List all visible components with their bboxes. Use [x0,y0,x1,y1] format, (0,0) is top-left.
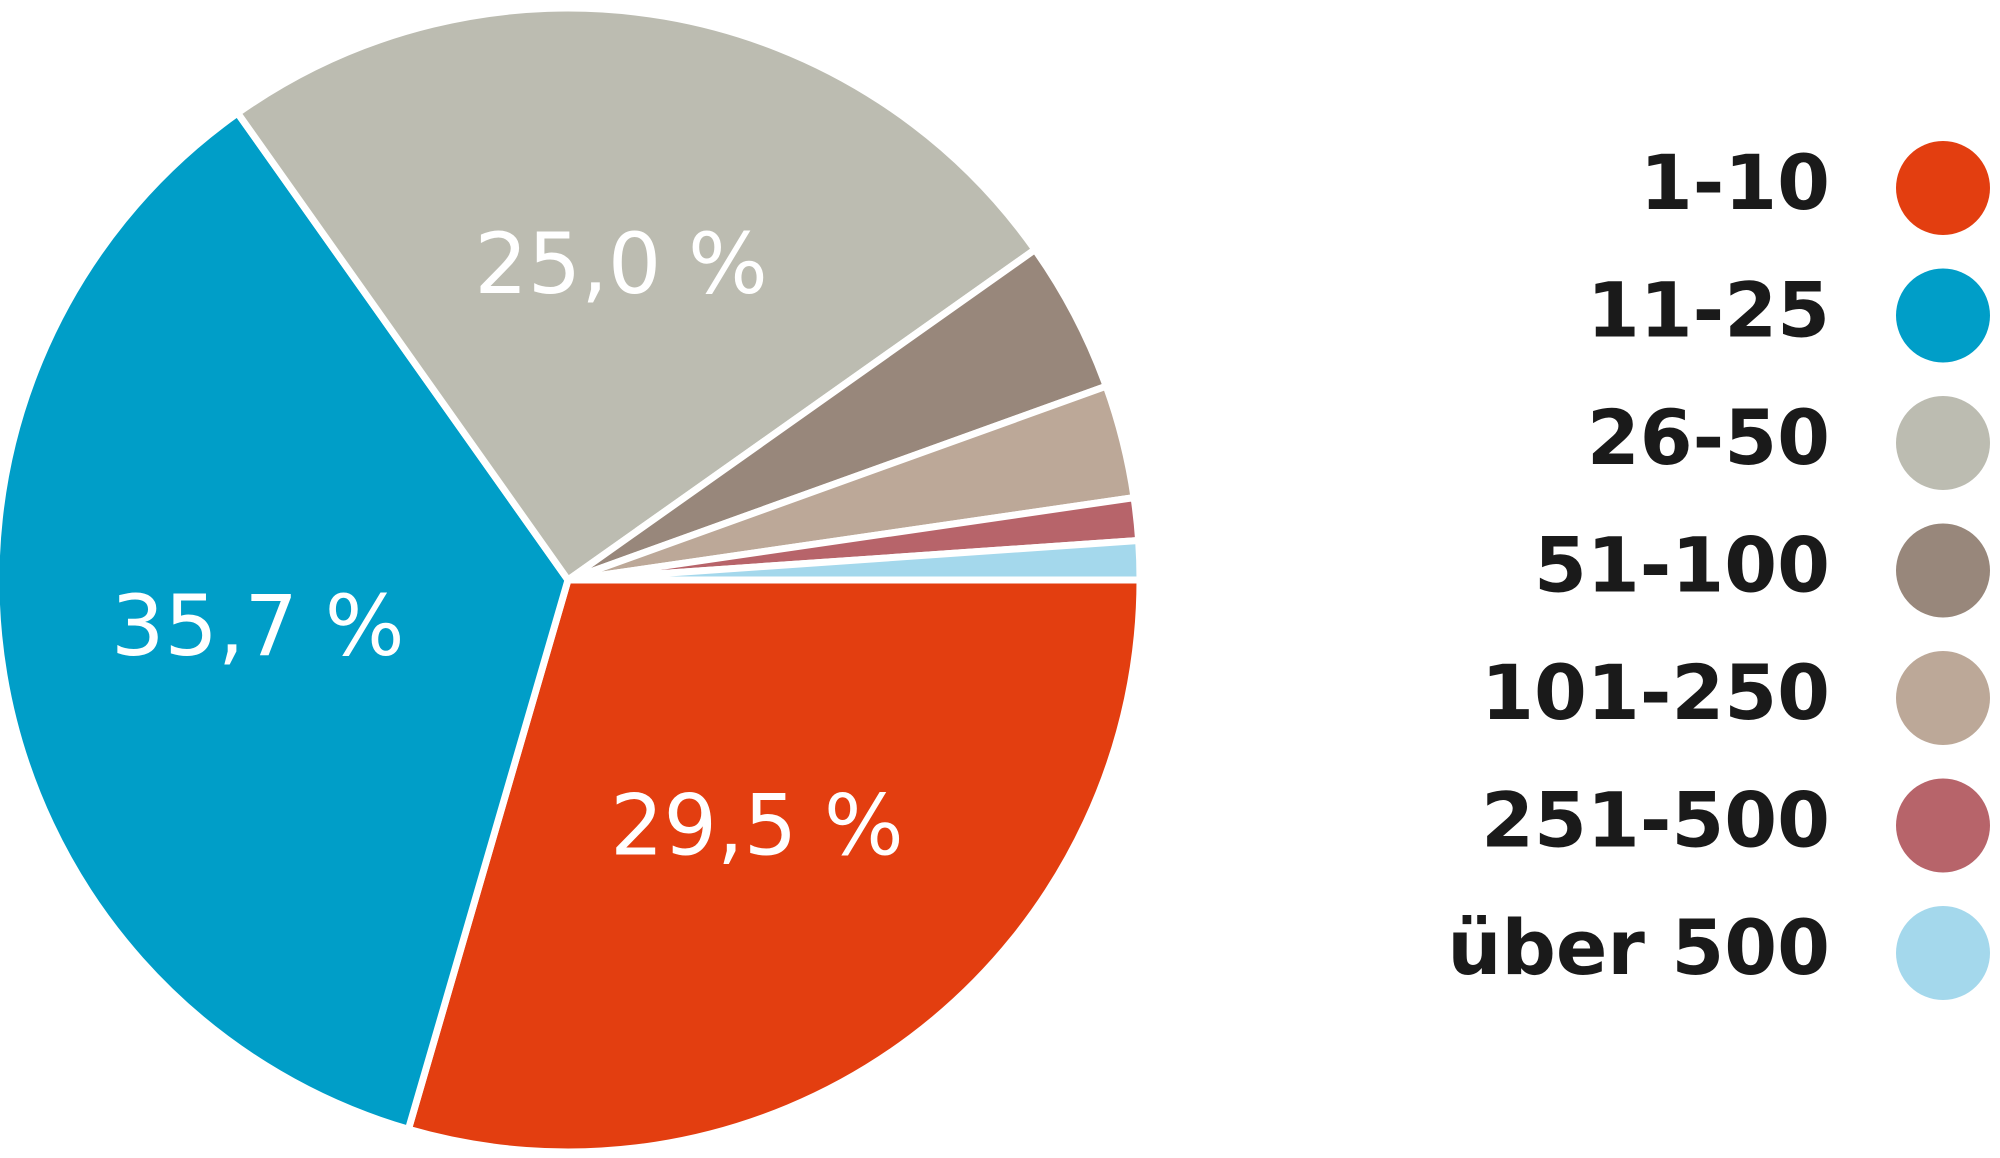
pie-slice [232,4,1040,585]
slice-label: 35,7 % [111,577,405,675]
legend-swatch [1896,396,1990,490]
pie-slice [567,536,1144,584]
legend-label: 11-25 [1587,265,1830,354]
legend-swatch [1896,141,1990,235]
pie-slice [0,108,572,1134]
legend-swatch [1896,523,1990,618]
legend-swatch [1896,778,1990,873]
legend-swatch [1896,268,1990,363]
legend-label: 101-250 [1481,648,1830,737]
legend-swatch [1896,906,1990,1000]
slice-label: 25,0 % [474,215,768,313]
legend-label: 51-100 [1534,520,1830,609]
legend-swatch [1896,651,1990,745]
legend-label: 26-50 [1587,393,1830,482]
legend-label: über 500 [1447,903,1830,992]
slice-label: 29,5 % [610,777,904,875]
legend-label: 251-500 [1481,775,1830,864]
legend-label: 1-10 [1640,138,1830,227]
pie-slice [404,576,1144,1156]
